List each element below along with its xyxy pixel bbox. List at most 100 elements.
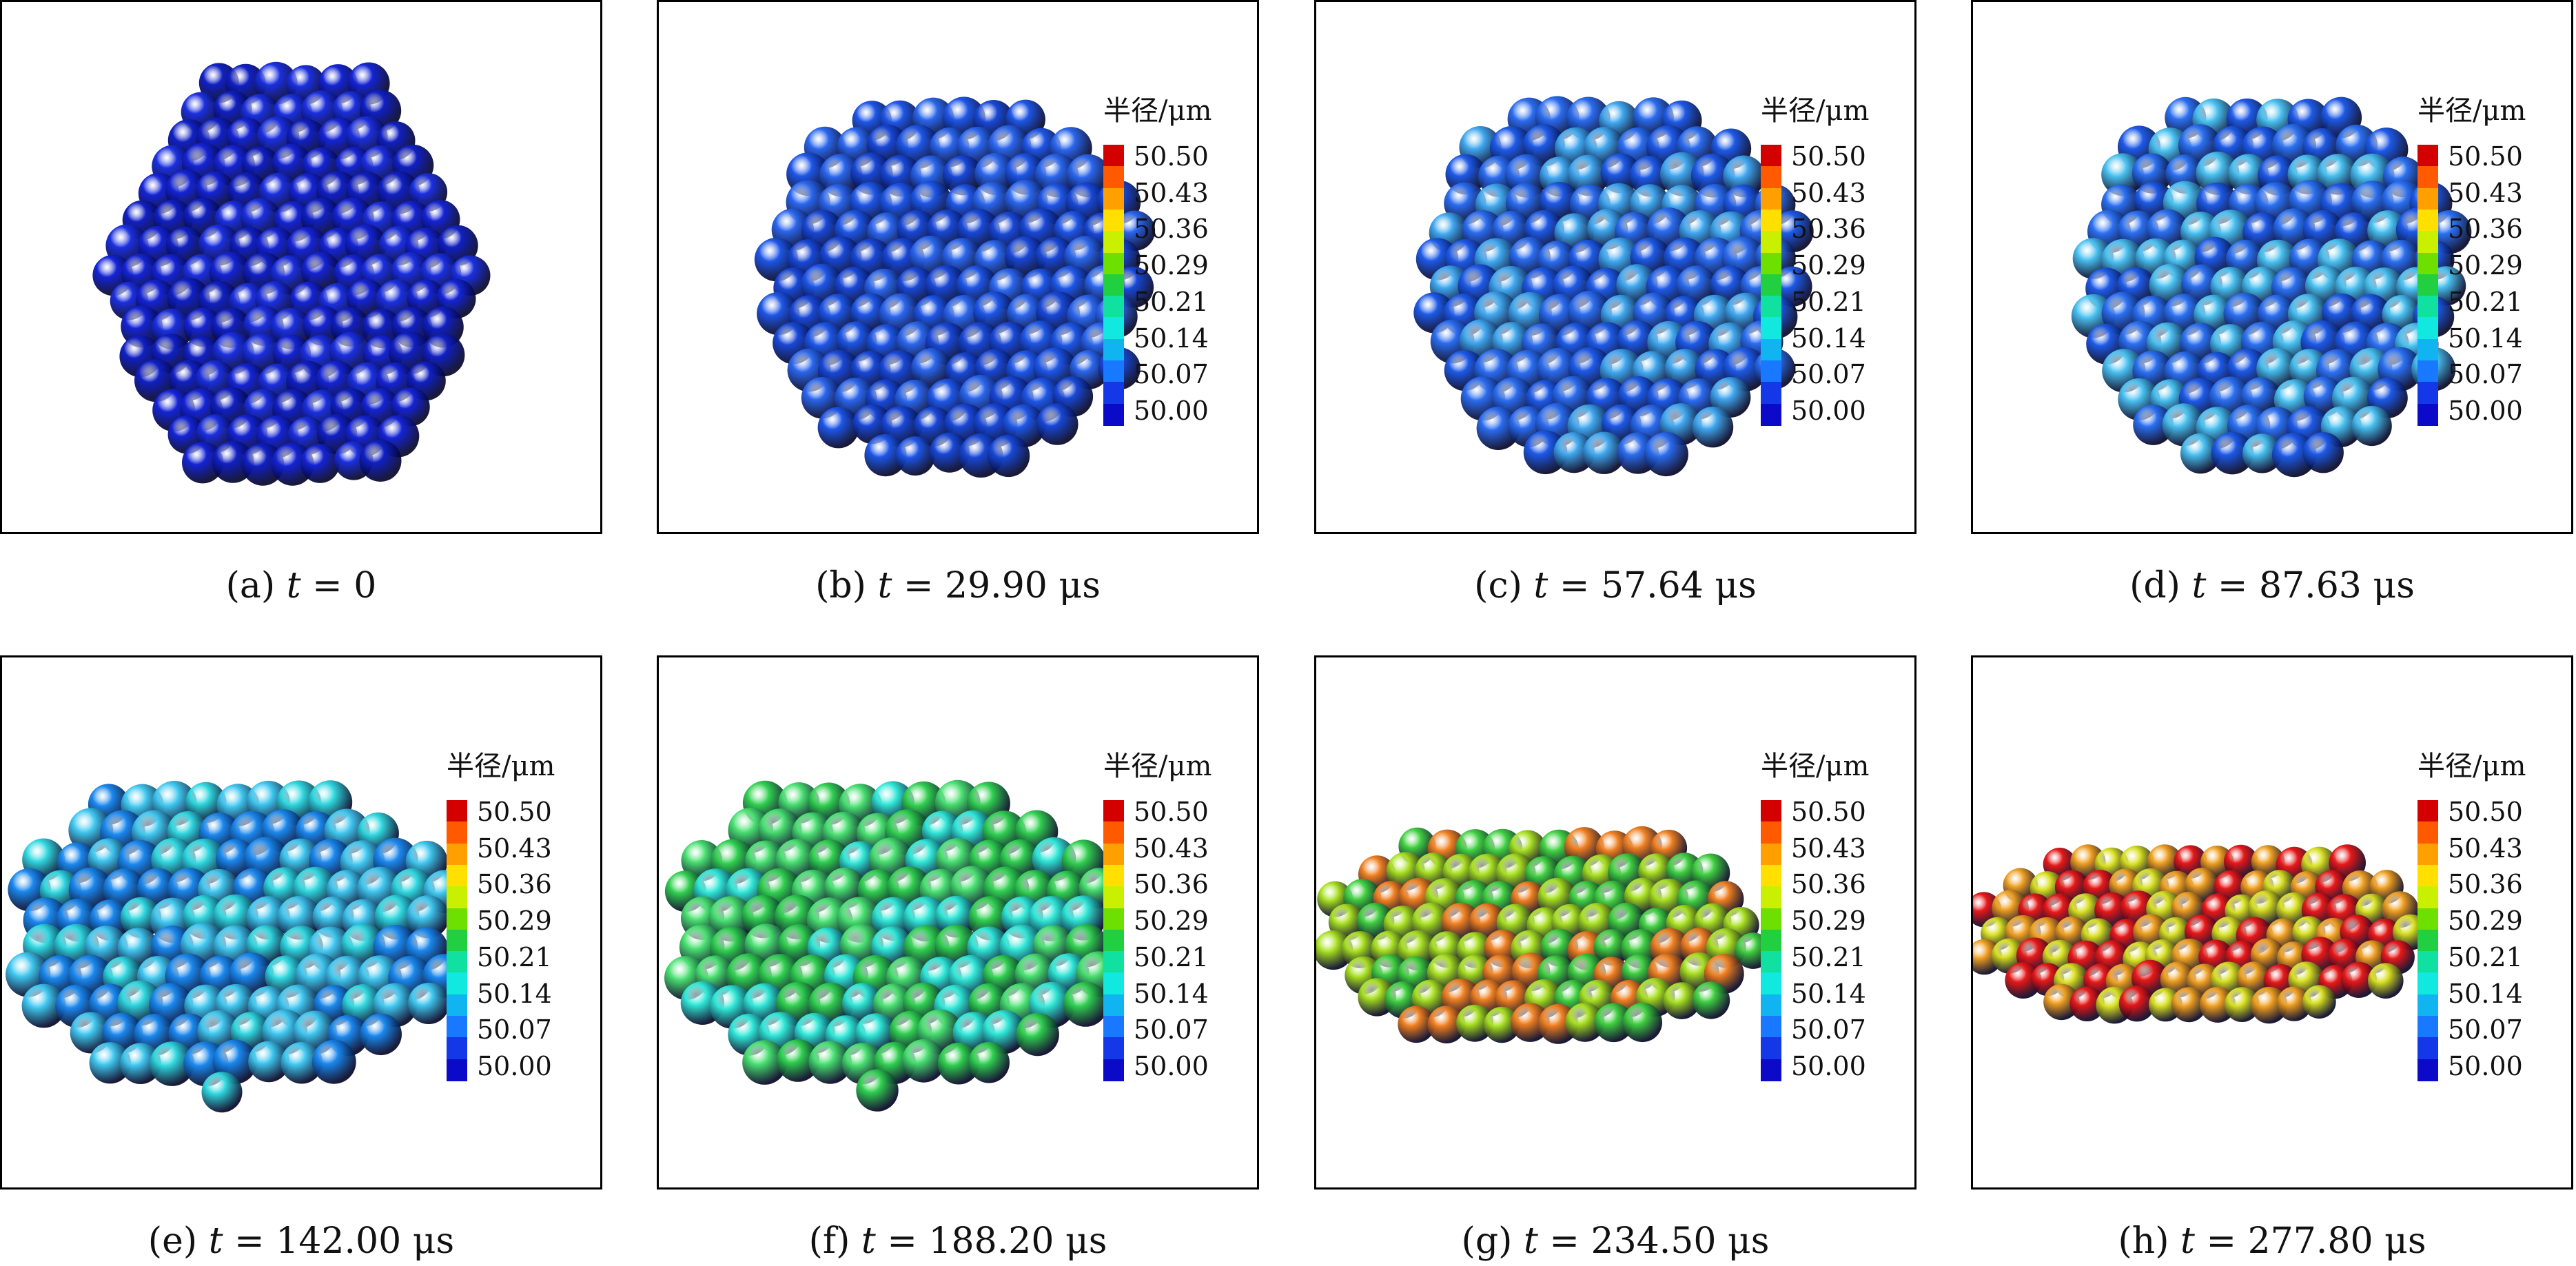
particle xyxy=(1600,153,1641,194)
colorbar-swatch xyxy=(2417,843,2438,866)
particle xyxy=(1663,982,1701,1019)
particle xyxy=(2351,405,2392,447)
colorbar-tick-label: 50.36 xyxy=(1791,214,1866,245)
particle xyxy=(1553,431,1595,473)
caption-label: (f) xyxy=(808,1221,861,1262)
particle xyxy=(1629,156,1670,197)
particle xyxy=(1016,1012,1059,1056)
colorbar: 半径/μm 50.50 50.43 50.36 50.29 50.21 50.14 50.07… xyxy=(447,744,595,1102)
simulation-panel: 半径/μm 50.50 50.43 50.36 50.29 50.21 50.14 50.07… xyxy=(657,655,1259,1190)
particle xyxy=(2228,154,2269,194)
colorbar-swatch xyxy=(1761,843,1781,866)
colorbar-swatch xyxy=(1103,886,1124,909)
particle xyxy=(359,440,402,482)
colorbar-tick-label: 50.43 xyxy=(477,833,552,864)
particle xyxy=(241,442,285,486)
particle-cluster xyxy=(1973,844,2429,1024)
particle xyxy=(1644,431,1688,477)
colorbar-tick-label: 50.43 xyxy=(1134,833,1209,864)
colorbar-tick-label: 50.43 xyxy=(2448,833,2523,864)
colorbar-title: 半径/μm xyxy=(1103,751,1212,782)
colorbar-tick-label: 50.07 xyxy=(1791,359,1866,390)
colorbar-swatch xyxy=(447,951,467,974)
colorbar-swatch xyxy=(1761,166,1781,189)
particle xyxy=(2180,433,2221,474)
colorbar-tick-label: 50.50 xyxy=(477,797,552,827)
particle xyxy=(1476,407,1520,450)
panel-caption: (h) t = 277.80 μs xyxy=(1971,1221,2573,1262)
caption-equals: = xyxy=(2194,1221,2248,1262)
particle xyxy=(1692,407,1734,448)
colorbar-swatch xyxy=(1103,843,1124,866)
colorbar-tick-label: 50.00 xyxy=(1134,1051,1209,1081)
colorbar-tick-label: 50.36 xyxy=(1791,869,1866,900)
particle xyxy=(1398,1005,1435,1043)
colorbar-tick-label: 50.50 xyxy=(1134,141,1209,172)
particle xyxy=(2200,986,2236,1023)
particle xyxy=(1005,236,1047,278)
colorbar-swatch xyxy=(2417,908,2438,930)
colorbar-swatch xyxy=(2417,972,2438,995)
colorbar-swatch xyxy=(1761,252,1781,275)
colorbar-tick-label: 50.43 xyxy=(1791,177,1866,208)
colorbar-swatch xyxy=(1103,252,1124,275)
colorbar-tick-label: 50.50 xyxy=(2448,141,2523,172)
caption-unit: μs xyxy=(2373,1221,2426,1262)
particle xyxy=(2302,432,2344,473)
colorbar-scale xyxy=(2417,145,2438,426)
colorbar-swatch xyxy=(1103,908,1124,930)
particle xyxy=(2211,431,2254,475)
caption-variable: t xyxy=(2191,565,2207,606)
colorbar-tick-label: 50.21 xyxy=(1134,286,1209,317)
caption-label: (d) xyxy=(2129,565,2192,606)
particle xyxy=(311,1039,356,1084)
particle xyxy=(2118,986,2155,1022)
caption-equals: = xyxy=(875,1221,929,1262)
colorbar-title: 半径/μm xyxy=(1103,95,1212,127)
colorbar-swatch xyxy=(447,994,467,1017)
simulation-panel: 半径/μm 50.50 50.43 50.36 50.29 50.21 50.14 50.07… xyxy=(657,0,1259,534)
particle xyxy=(1660,152,1704,196)
simulation-panel: 半径/μm 50.50 50.43 50.36 50.29 50.21 50.14 50.07… xyxy=(1971,655,2573,1190)
caption-variable: t xyxy=(1523,1221,1538,1262)
colorbar-swatch xyxy=(2417,994,2438,1017)
particle xyxy=(2171,987,2207,1023)
particle xyxy=(1316,930,1353,970)
simulation-panel: 半径/μm 50.50 50.43 50.36 50.29 50.21 50.14 50.07… xyxy=(0,655,602,1190)
particle xyxy=(1567,154,1609,196)
particle xyxy=(1692,981,1730,1019)
caption-value: 188.20 xyxy=(928,1221,1054,1262)
caption-equals: = xyxy=(223,1221,276,1262)
particle xyxy=(360,1013,402,1056)
colorbar-swatch xyxy=(1103,821,1124,844)
particle xyxy=(864,434,907,477)
particle xyxy=(1036,403,1079,445)
particle xyxy=(2069,986,2105,1021)
particle xyxy=(408,983,449,1024)
particle xyxy=(817,407,859,449)
colorbar-swatch xyxy=(1761,274,1781,297)
caption-value: 87.63 xyxy=(2259,565,2362,606)
particle xyxy=(2340,961,2377,998)
colorbar-swatch xyxy=(1103,166,1124,189)
caption-unit: μs xyxy=(1703,565,1757,606)
caption-label: (b) xyxy=(815,565,878,606)
colorbar-swatch xyxy=(447,821,467,844)
colorbar-swatch xyxy=(2417,296,2438,318)
colorbar-swatch xyxy=(1761,864,1781,888)
particle xyxy=(856,1069,899,1112)
colorbar-swatch xyxy=(2417,252,2438,275)
colorbar-tick-label: 50.50 xyxy=(1791,797,1866,827)
panel-caption: (f) t = 188.20 μs xyxy=(657,1221,1259,1262)
colorbar-swatch xyxy=(1103,994,1124,1017)
colorbar-swatch xyxy=(2417,231,2438,254)
colorbar-swatch xyxy=(1103,145,1124,167)
particle xyxy=(2133,405,2174,445)
caption-label: (c) xyxy=(1474,565,1534,606)
particle xyxy=(1710,377,1751,418)
particle xyxy=(2242,433,2282,473)
colorbar-tick-label: 50.36 xyxy=(2448,214,2523,245)
colorbar-tick-label: 50.21 xyxy=(1791,286,1866,317)
colorbar-scale xyxy=(1761,800,1781,1081)
colorbar-tick-label: 50.36 xyxy=(2448,869,2523,900)
